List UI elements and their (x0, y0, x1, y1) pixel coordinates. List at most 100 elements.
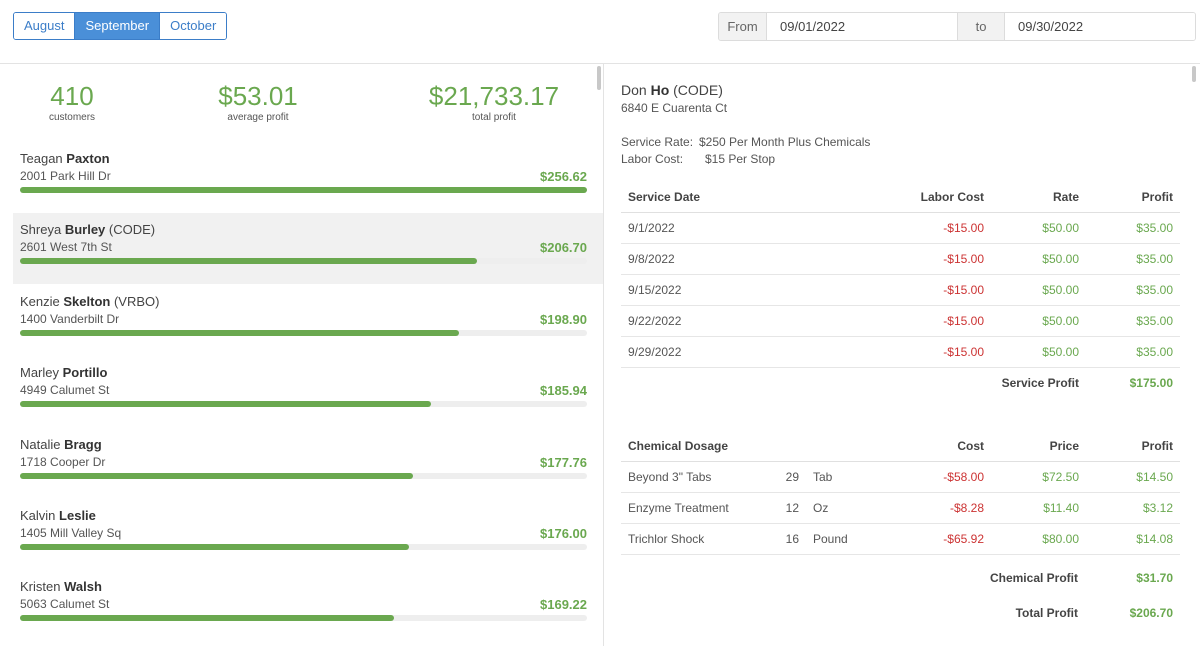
month-current-button[interactable]: September (75, 13, 161, 39)
chemical-row: Beyond 3" Tabs 29 Tab -$58.00 $72.50 $14.50 (621, 461, 1180, 493)
service-profit-total: $175.00 (1129, 375, 1173, 390)
service-rate: $50.00 (991, 212, 1086, 244)
service-table-header: Service Date Labor Cost Rate Profit (621, 183, 1180, 213)
chemical-price: $80.00 (991, 523, 1086, 555)
chemical-profit: $14.50 (1086, 461, 1180, 493)
profit-bar-fill (20, 258, 477, 265)
customer-row[interactable]: Teagan Paxton 2001 Park Hill Dr $256.62 (13, 142, 603, 213)
chemical-cost: -$8.28 (876, 492, 991, 524)
customer-profit: $256.62 (540, 169, 587, 184)
total-profit-row: Total Profit $206.70 (621, 601, 1180, 625)
detail-customer-name: Don Ho (CODE) (621, 82, 723, 98)
chemical-cost: -$58.00 (876, 461, 991, 493)
customer-address: 4949 Calumet St (20, 383, 110, 398)
customer-name: Natalie Bragg (20, 437, 102, 452)
detail-tag: (CODE) (673, 82, 723, 98)
customers-count: 410 (50, 81, 94, 111)
chemical-name: Beyond 3" Tabs (621, 461, 776, 493)
profit-bar-track (20, 401, 587, 408)
service-row: 9/8/2022 -$15.00 $50.00 $35.00 (621, 243, 1180, 275)
service-date: 9/1/2022 (621, 212, 801, 244)
chemical-row: Enzyme Treatment 12 Oz -$8.28 $11.40 $3.12 (621, 492, 1180, 524)
profit-bar-fill (20, 615, 395, 622)
labor-cost-label: Labor Cost: (621, 152, 684, 166)
col-price: Price (991, 432, 1086, 462)
customer-address: 1400 Vanderbilt Dr (20, 311, 120, 326)
customer-name: Teagan Paxton (20, 151, 110, 166)
service-row: 9/1/2022 -$15.00 $50.00 $35.00 (621, 212, 1180, 244)
service-row: 9/29/2022 -$15.00 $50.00 $35.00 (621, 336, 1180, 368)
customers-label: customers (48, 112, 96, 123)
col-chemical-dosage: Chemical Dosage (621, 432, 776, 462)
labor-cost-info: Labor Cost: $15 Per Stop (621, 152, 775, 166)
service-profit: $35.00 (1086, 274, 1180, 306)
customer-profit: $206.70 (540, 240, 587, 256)
profit-bar-fill (20, 544, 409, 550)
service-rate-info: Service Rate: $250 Per Month Plus Chemica… (621, 135, 870, 149)
service-date: 9/15/2022 (621, 274, 801, 306)
customer-last-name: Bragg (64, 436, 102, 452)
customer-name: Marley Portillo (20, 365, 107, 380)
customer-first-name: Kenzie (20, 293, 60, 309)
service-labor-cost: -$15.00 (801, 305, 991, 337)
profit-bar-track (20, 329, 587, 336)
service-labor-cost: -$15.00 (801, 212, 991, 244)
col-chem-profit: Profit (1086, 432, 1180, 462)
detail-last-name: Ho (650, 82, 670, 98)
chemical-unit: Tab (806, 461, 876, 493)
customer-last-name: Portillo (62, 365, 108, 381)
scrollbar-thumb[interactable] (597, 66, 601, 90)
customer-tag: (VRBO) (113, 293, 160, 309)
service-profit-label: Service Profit (1001, 375, 1079, 390)
service-labor-cost: -$15.00 (801, 336, 991, 368)
detail-total-profit-label: Total Profit (1015, 606, 1078, 620)
customer-row[interactable]: Marley Portillo 4949 Calumet St $185.94 (13, 356, 603, 427)
chemical-cost: -$65.92 (876, 523, 991, 555)
from-date-input[interactable] (767, 13, 957, 40)
chemical-profit-value: $31.70 (1136, 571, 1173, 585)
service-table: Service Date Labor Cost Rate Profit 9/1/… (621, 183, 1180, 398)
scrollbar-thumb[interactable] (1192, 66, 1196, 82)
profit-bar-track (20, 258, 587, 265)
customer-last-name: Paxton (66, 151, 110, 166)
customer-first-name: Kristen (20, 579, 61, 595)
profit-bar-fill (20, 401, 432, 408)
customer-name: Shreya Burley (CODE) (20, 222, 155, 237)
profit-bar-fill (20, 187, 587, 193)
profit-bar-track (20, 544, 587, 550)
month-prev-button[interactable]: August (14, 13, 76, 39)
customer-profit: $185.94 (540, 383, 587, 399)
profit-bar-fill (20, 329, 460, 336)
month-next-button[interactable]: October (160, 13, 227, 39)
to-date-input[interactable] (1005, 13, 1195, 40)
month-selector: August September October (13, 12, 228, 40)
customer-name: Kenzie Skelton (VRBO) (20, 294, 159, 309)
customer-row[interactable]: Kristen Walsh 5063 Calumet St $169.22 (13, 570, 603, 641)
service-profit-row: Service Profit $175.00 (621, 367, 1180, 398)
average-profit-value: $53.01 (218, 81, 298, 111)
service-rate-label: Service Rate: (621, 135, 694, 149)
chemical-row: Trichlor Shock 16 Pound -$65.92 $80.00 $14.08 (621, 523, 1180, 555)
chemical-qty: 12 (776, 492, 806, 524)
customer-detail-pane: Don Ho (CODE) 6840 E Cuarenta Ct Service… (605, 64, 1200, 646)
customer-address: 5063 Calumet St (20, 597, 110, 612)
to-label: to (957, 13, 1005, 40)
customer-tag: (CODE) (108, 222, 156, 238)
profit-bar-track (20, 187, 587, 193)
service-rate: $50.00 (991, 336, 1086, 368)
chemical-profit: $14.08 (1086, 523, 1180, 555)
service-profit: $35.00 (1086, 336, 1180, 368)
customer-name: Kalvin Leslie (20, 508, 96, 523)
customer-row[interactable]: Kenzie Skelton (VRBO) 1400 Vanderbilt Dr $… (13, 285, 603, 356)
service-profit: $35.00 (1086, 243, 1180, 275)
chemical-profit: $3.12 (1086, 492, 1180, 524)
customer-row[interactable]: Shreya Burley (CODE) 2601 West 7th St $206… (13, 213, 603, 285)
customer-row[interactable]: Natalie Bragg 1718 Cooper Dr $177.76 (13, 428, 603, 499)
service-rate: $50.00 (991, 274, 1086, 306)
labor-cost-value: $15 Per Stop (705, 152, 776, 166)
customer-row[interactable]: Kalvin Leslie 1405 Mill Valley Sq $176.00 (13, 499, 603, 570)
customer-last-name: Walsh (64, 579, 102, 595)
service-date: 9/8/2022 (621, 243, 801, 275)
chemical-table-header: Chemical Dosage Cost Price Profit (621, 432, 1180, 462)
customer-first-name: Teagan (20, 151, 63, 166)
